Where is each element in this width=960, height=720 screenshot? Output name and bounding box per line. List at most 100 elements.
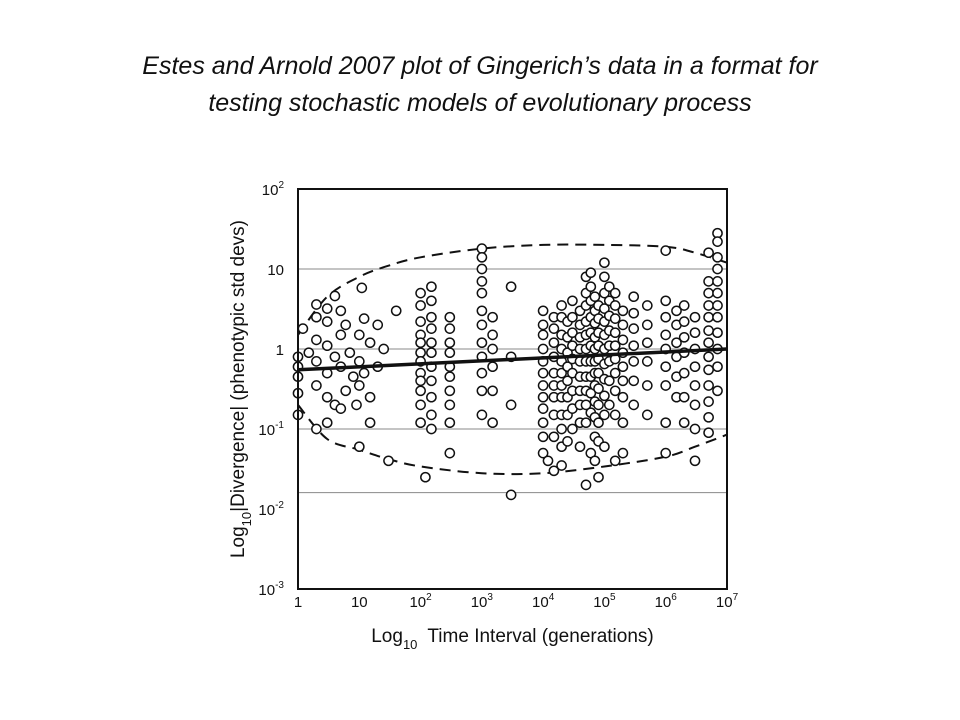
data-point xyxy=(628,399,640,411)
tick-label-exponent: 4 xyxy=(549,592,555,603)
data-point xyxy=(340,319,352,331)
data-point xyxy=(660,417,672,429)
data-point xyxy=(415,399,426,411)
data-point xyxy=(703,276,714,287)
data-point xyxy=(580,399,592,411)
tick-label-base: 10 xyxy=(351,594,368,611)
data-point xyxy=(476,385,488,397)
data-point xyxy=(599,441,610,453)
tick-label-exponent: -2 xyxy=(275,500,284,511)
data-point xyxy=(476,319,488,331)
data-point xyxy=(487,417,498,429)
data-point xyxy=(444,323,456,334)
data-point xyxy=(593,399,604,411)
data-point xyxy=(660,295,672,307)
y-axis-label-prefix: Log xyxy=(228,526,249,558)
data-point xyxy=(444,371,456,383)
x-tick-label: 1 xyxy=(294,594,302,611)
data-point xyxy=(335,329,347,341)
tick-label-base: 10 xyxy=(409,594,426,611)
tick-label-exponent: 2 xyxy=(278,180,284,191)
plot-frame xyxy=(297,188,728,590)
envelope-curves xyxy=(298,243,727,476)
data-point xyxy=(303,347,315,359)
tick-label-base: 1 xyxy=(276,342,284,359)
data-point xyxy=(487,329,498,341)
data-point xyxy=(617,305,629,317)
data-point xyxy=(609,313,621,324)
data-point xyxy=(476,276,488,287)
data-point xyxy=(599,271,610,283)
data-point xyxy=(689,311,701,323)
data-point xyxy=(712,263,723,275)
data-point xyxy=(660,329,672,341)
data-point xyxy=(580,417,592,429)
data-point xyxy=(537,329,549,341)
data-point xyxy=(703,396,714,407)
data-point xyxy=(476,251,488,263)
data-point xyxy=(537,319,549,331)
data-point xyxy=(593,383,604,394)
data-point xyxy=(372,319,384,331)
data-point xyxy=(689,455,701,467)
data-point xyxy=(712,287,723,299)
x-axis-label-text: Time Interval (generations) xyxy=(427,626,653,647)
data-point xyxy=(444,447,456,459)
data-point xyxy=(660,361,672,373)
data-point xyxy=(609,327,621,339)
data-point xyxy=(329,290,341,302)
data-point xyxy=(383,455,394,467)
data-point xyxy=(703,351,714,363)
data-point xyxy=(505,281,517,293)
tick-label-base: 10 xyxy=(267,262,284,279)
data-point xyxy=(487,343,498,355)
data-point xyxy=(689,327,701,339)
data-point xyxy=(628,323,640,334)
data-point xyxy=(420,471,431,483)
data-point xyxy=(476,367,488,379)
data-point xyxy=(415,417,426,429)
data-point xyxy=(641,356,653,367)
data-point xyxy=(487,385,498,397)
data-point xyxy=(335,305,347,317)
data-point xyxy=(599,390,610,402)
data-point xyxy=(487,311,498,323)
x-tick-label: 104 xyxy=(532,592,555,611)
data-point xyxy=(556,300,567,311)
data-point xyxy=(617,417,629,429)
data-point xyxy=(415,347,426,359)
data-point xyxy=(585,281,597,293)
data-point xyxy=(321,316,333,327)
data-point xyxy=(321,417,333,429)
data-point xyxy=(703,325,714,336)
data-point xyxy=(567,311,578,323)
data-point xyxy=(415,375,426,387)
data-point xyxy=(678,417,690,429)
data-point xyxy=(641,409,653,421)
data-point xyxy=(505,489,517,501)
x-tick-label: 102 xyxy=(409,592,432,611)
data-point xyxy=(311,356,322,367)
data-point xyxy=(476,337,488,349)
data-point xyxy=(641,380,653,391)
data-point xyxy=(426,295,437,307)
data-point xyxy=(574,441,586,453)
tick-label-base: 10 xyxy=(262,182,279,199)
data-point xyxy=(599,409,610,421)
data-point xyxy=(678,331,690,343)
data-point xyxy=(567,423,578,435)
data-point xyxy=(321,391,333,403)
data-point xyxy=(537,447,549,459)
data-point xyxy=(567,295,578,307)
data-point xyxy=(321,303,333,314)
data-point xyxy=(609,455,621,467)
data-point xyxy=(689,399,701,411)
data-point xyxy=(378,343,390,355)
data-point xyxy=(415,385,426,397)
data-point xyxy=(703,337,714,349)
data-point xyxy=(556,423,567,435)
regression-line xyxy=(297,347,728,372)
tick-label-base: 10 xyxy=(655,594,672,611)
data-point xyxy=(351,399,362,411)
